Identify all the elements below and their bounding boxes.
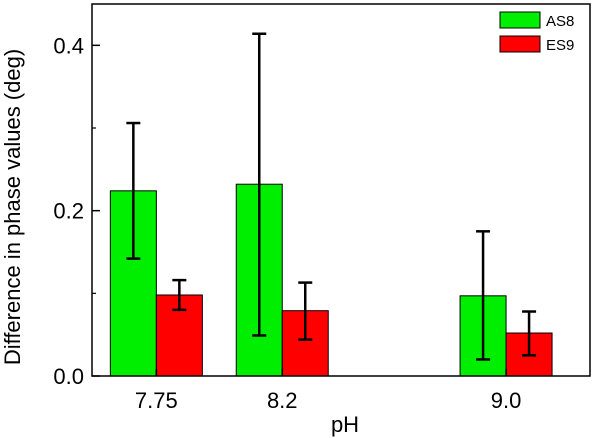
y-tick-label: 0.2: [53, 199, 84, 224]
legend-swatch-es9: [499, 35, 541, 53]
x-tick-label: 7.75: [135, 388, 178, 413]
y-tick-label: 0.0: [53, 364, 84, 389]
legend-swatch-as8: [499, 11, 541, 29]
y-axis-title: Difference in phase values (deg): [0, 49, 25, 365]
legend-label-es9: ES9: [546, 37, 574, 54]
x-tick-label: 8.2: [267, 388, 298, 413]
legend-label-as8: AS8: [546, 13, 574, 30]
plot-frame: [91, 3, 591, 377]
plot-area: 0.0 0.2 0.4 7.75 8.2 9.0 AS8 ES9: [53, 3, 591, 413]
x-tick-label: 9.0: [491, 388, 522, 413]
y-tick-label: 0.4: [53, 33, 84, 58]
x-axis-title: pH: [331, 412, 359, 437]
